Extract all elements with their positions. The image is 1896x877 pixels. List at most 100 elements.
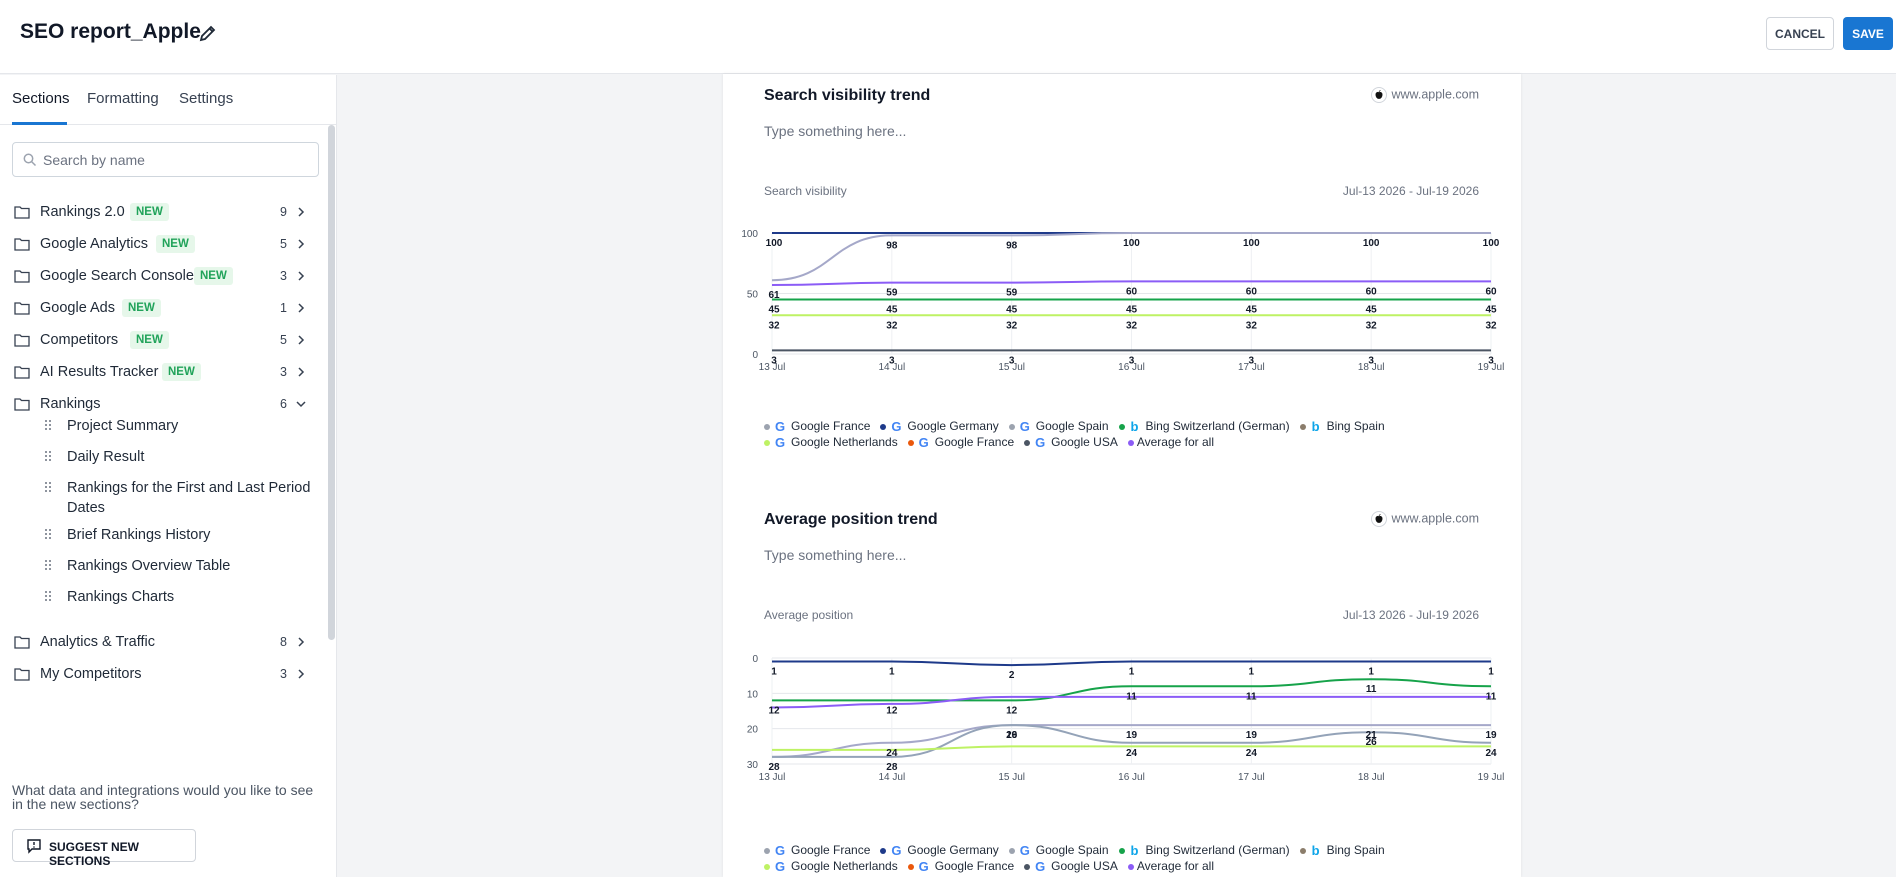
legend-item[interactable]: b Bing Spain — [1299, 843, 1385, 858]
x-tick-label: 18 Jul — [1358, 772, 1385, 783]
legend-row: G Google France G Google Germany G Google Spa… — [764, 843, 1504, 859]
legend-item[interactable]: G Google Germany — [880, 842, 999, 858]
legend-item[interactable]: G Google USA — [1024, 435, 1118, 450]
tab-formatting[interactable]: Formatting — [87, 90, 159, 107]
chevron-right-icon — [298, 271, 305, 281]
legend-item[interactable]: Average for all — [1127, 435, 1214, 449]
data-label: 3 — [1009, 355, 1015, 366]
search-input[interactable] — [43, 150, 303, 170]
tab-sections[interactable]: Sections — [12, 90, 70, 107]
folder-icon — [14, 302, 30, 315]
legend-item[interactable]: G Google Spain — [1008, 419, 1109, 434]
legend-color-dot — [764, 423, 770, 430]
search-icon — [23, 153, 37, 167]
sidebar-item-google-analytics[interactable]: Google Analytics NEW 5 — [0, 228, 325, 260]
x-tick-label: 19 Jul — [1478, 362, 1505, 373]
sidebar-item-google-ads[interactable]: Google Ads NEW 1 — [0, 292, 325, 324]
legend-color-dot — [1127, 439, 1134, 446]
save-button[interactable]: SAVE — [1843, 17, 1893, 50]
legend-item[interactable]: G Google Netherlands — [764, 435, 898, 450]
legend-item[interactable]: G Google Netherlands — [764, 859, 898, 874]
chevron-right-icon — [298, 207, 305, 217]
sidebar-item-rankings[interactable]: Rankings 6 — [0, 388, 325, 420]
drag-handle-icon[interactable] — [44, 481, 52, 493]
sidebar-item-label: Competitors — [40, 332, 119, 348]
y-tick-label: 0 — [752, 350, 758, 361]
sidebar-item-ai-results-tracker[interactable]: AI Results Tracker NEW 3 — [0, 356, 325, 388]
folder-icon — [14, 238, 30, 251]
comment-field[interactable]: Type something here... — [764, 547, 907, 563]
sidebar-item-google-search-console[interactable]: Google Search Console NEW 3 — [0, 260, 325, 292]
suggest-new-sections-button[interactable]: SUGGEST NEW SECTIONS — [12, 829, 196, 868]
sub-item-rankings-overview-table[interactable]: Rankings Overview Table — [0, 551, 325, 581]
sidebar-item-competitors[interactable]: Competitors NEW 5 — [0, 324, 325, 356]
legend-label: Bing Spain — [1326, 843, 1385, 857]
data-label: 1 — [771, 667, 777, 678]
drag-handle-icon[interactable] — [44, 559, 52, 571]
google-icon: G — [891, 842, 902, 858]
legend-item[interactable]: Average for all — [1127, 859, 1214, 873]
drag-handle-icon[interactable] — [44, 528, 52, 540]
legend-item[interactable]: G Google France — [907, 434, 1015, 450]
legend-label: Google France — [934, 435, 1015, 449]
data-label: 24 — [1246, 748, 1258, 759]
legend-color-dot — [880, 847, 887, 854]
folder-icon — [14, 668, 30, 681]
domain-label: www.apple.com — [1371, 511, 1479, 527]
drag-handle-icon[interactable] — [44, 419, 52, 431]
data-label: 24 — [1485, 748, 1497, 759]
legend-label: Bing Switzerland (German) — [1145, 419, 1290, 433]
cancel-button[interactable]: CANCEL — [1766, 17, 1834, 50]
legend-color-dot — [907, 863, 914, 870]
x-tick-label: 16 Jul — [1118, 772, 1145, 783]
sub-item-project-summary[interactable]: Project Summary — [0, 411, 325, 441]
legend-item[interactable]: G Google Spain — [1008, 843, 1109, 858]
sub-item-rankings-for-the-first-and-last-period-dates[interactable]: Rankings for the First and Last Period D… — [0, 473, 325, 519]
legend-item[interactable]: b Bing Switzerland (German) — [1118, 843, 1290, 858]
comment-field[interactable]: Type something here... — [764, 123, 907, 139]
data-label: 60 — [1246, 286, 1258, 297]
sidebar-item-analytics-traffic[interactable]: Analytics & Traffic 8 — [0, 626, 325, 658]
legend-item[interactable]: G Google France — [764, 843, 870, 858]
sub-item-rankings-charts[interactable]: Rankings Charts — [0, 582, 325, 612]
item-count: 5 — [280, 333, 287, 347]
x-tick-label: 18 Jul — [1358, 362, 1385, 373]
drag-handle-icon[interactable] — [44, 450, 52, 462]
sidebar-scrollbar[interactable] — [328, 125, 335, 640]
legend-item[interactable]: b Bing Switzerland (German) — [1118, 419, 1290, 434]
legend-label: Google France — [791, 843, 871, 857]
data-label: 19 — [1485, 730, 1497, 741]
data-label: 100 — [1363, 238, 1380, 249]
legend-label: Bing Switzerland (German) — [1145, 843, 1290, 857]
edit-pencil-icon[interactable] — [198, 23, 218, 43]
data-label: 3 — [1368, 355, 1374, 366]
data-label: 32 — [886, 320, 898, 331]
tab-settings[interactable]: Settings — [179, 90, 234, 107]
data-label: 32 — [1366, 320, 1378, 331]
google-icon: G — [918, 434, 929, 450]
legend-item[interactable]: b Bing Spain — [1299, 419, 1385, 434]
folder-icon — [14, 334, 30, 347]
legend-item[interactable]: G Google France — [907, 859, 1014, 874]
chevron-right-icon — [298, 637, 305, 647]
legend-item[interactable]: G Google Germany — [880, 419, 999, 434]
data-label: 21 — [1366, 730, 1378, 741]
data-label: 60 — [1126, 286, 1138, 297]
legend-row: G Google Netherlands G Google France G Google… — [764, 859, 1504, 875]
x-tick-label: 17 Jul — [1238, 772, 1265, 783]
legend-item[interactable]: G Google USA — [1024, 859, 1118, 874]
sidebar-item-my-competitors[interactable]: My Competitors 3 — [0, 658, 325, 690]
suggest-button-label: SUGGEST NEW SECTIONS — [49, 840, 140, 868]
visibility-chart: 100 50 013 Jul 14 Jul 15 Jul 16 Jul 17 Jul 18 J… — [741, 229, 1505, 373]
drag-handle-icon[interactable] — [44, 590, 52, 602]
apple-icon — [1371, 87, 1388, 103]
sidebar-item-rankings-2-0[interactable]: Rankings 2.0 NEW 9 — [0, 196, 325, 228]
folder-icon — [14, 366, 30, 379]
data-label: 28 — [768, 762, 780, 773]
y-tick-label: 30 — [747, 760, 759, 771]
x-tick-label: 19 Jul — [1478, 772, 1505, 783]
item-count: 3 — [280, 667, 287, 681]
legend-item[interactable]: G Google France — [764, 419, 870, 434]
sub-item-daily-result[interactable]: Daily Result — [0, 442, 325, 472]
sub-item-brief-rankings-history[interactable]: Brief Rankings History — [0, 520, 325, 550]
